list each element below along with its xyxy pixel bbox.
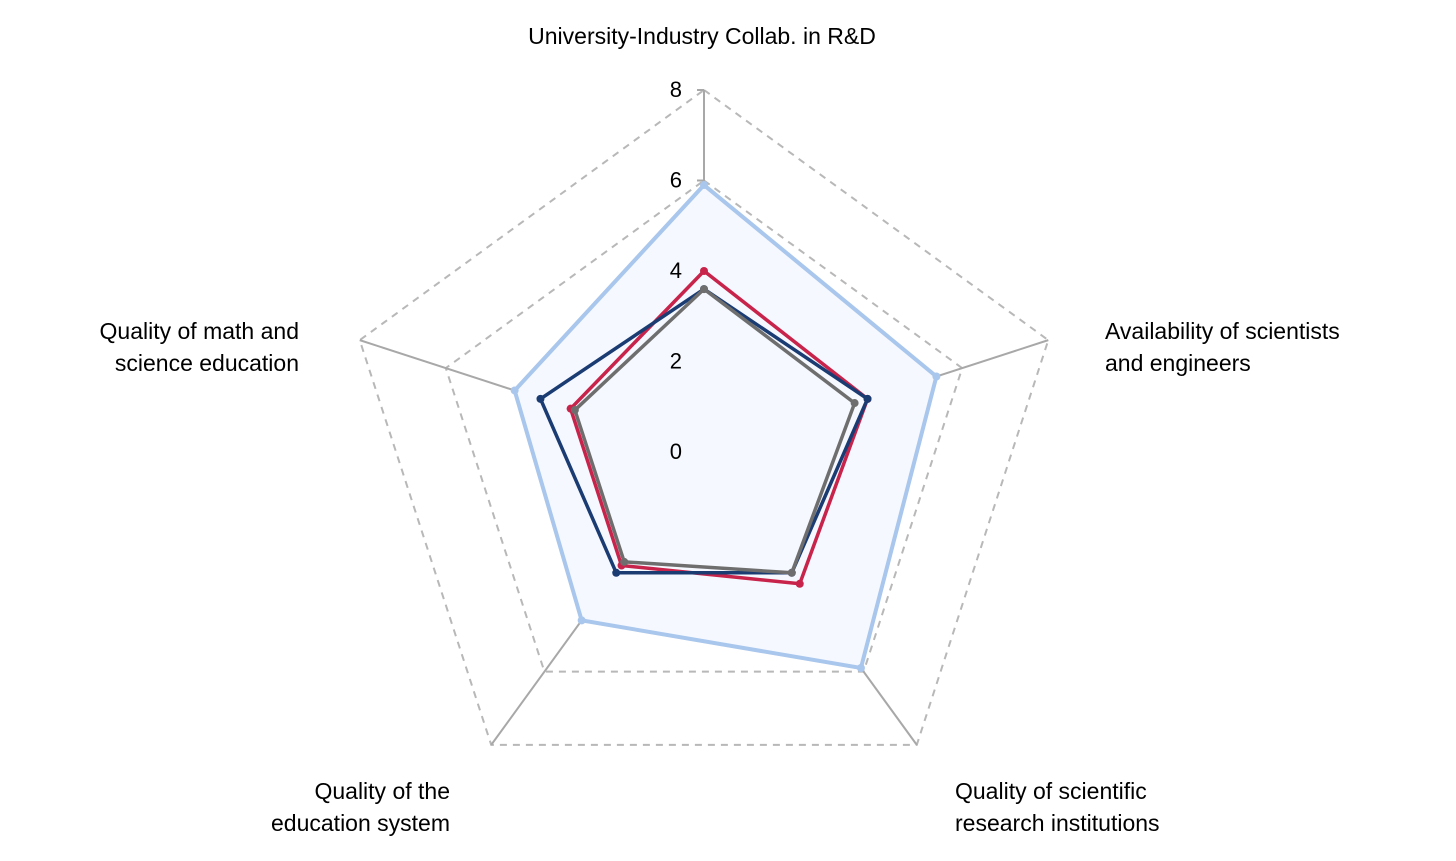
series-point (863, 394, 872, 403)
series-point (932, 372, 941, 381)
tick-label: 8 (670, 77, 682, 102)
series-point (700, 267, 708, 275)
grid-ring (358, 88, 1050, 746)
series-point (510, 386, 519, 395)
series-point (850, 399, 859, 408)
series-point (795, 579, 804, 588)
axis-label-line: Quality of scientific (955, 778, 1147, 804)
axis-label: Quality of math and science education (100, 318, 299, 376)
tick-label: 2 (670, 349, 682, 374)
series-point (620, 557, 629, 566)
radar-series (510, 181, 941, 672)
series-point (536, 394, 545, 403)
series-point (700, 285, 708, 294)
axis-label: Availability of scientists and engineers (1105, 318, 1340, 376)
series-point (570, 406, 579, 415)
axis-label: Quality of scientific research institutio… (955, 778, 1160, 836)
series-point (856, 663, 865, 672)
tick-label: 0 (670, 439, 682, 464)
axis-label-line: University-Industry Collab. in R&D (528, 23, 876, 49)
axis-label-line: Availability of scientists (1105, 318, 1340, 344)
tick-label: 4 (670, 258, 682, 283)
series-point (700, 181, 708, 190)
series-point (612, 568, 621, 577)
axis-label-line: research institutions (955, 810, 1160, 836)
series-point (787, 568, 796, 577)
axis-label-line: science education (115, 350, 299, 376)
series-line (538, 286, 870, 575)
axis-label-line: education system (271, 810, 450, 836)
grid-ring (444, 179, 964, 673)
axis-label-line: Quality of the (314, 778, 450, 804)
series-point (577, 616, 586, 625)
tick-label: 6 (670, 168, 682, 193)
axis-label: University-Industry Collab. in R&D (528, 23, 876, 49)
series-line (572, 286, 857, 575)
axis-label-line: Quality of math and (100, 318, 299, 344)
axis-label: Quality of the education system (271, 778, 450, 836)
axis-label-line: and engineers (1105, 350, 1251, 376)
radar-labels: 0 2 4 6 8 University-Industry Collab. in R&D A… (100, 23, 1340, 836)
series-line (568, 268, 870, 586)
